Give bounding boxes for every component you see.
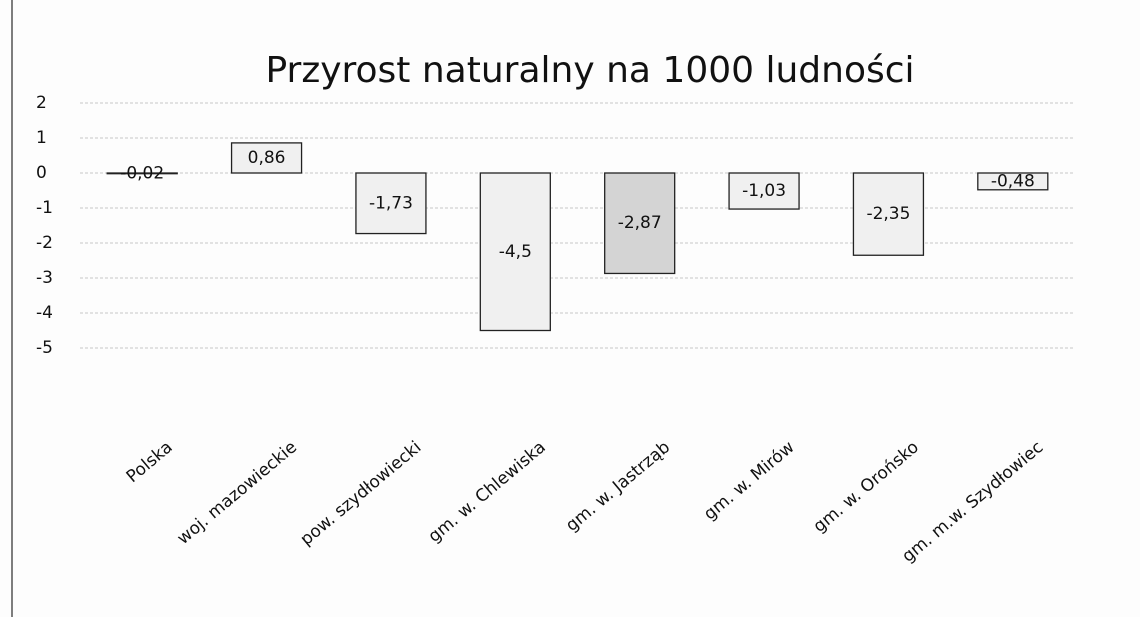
y-tick-label: -4 <box>36 303 53 323</box>
y-tick-label: 0 <box>36 163 47 183</box>
y-tick-label: -2 <box>36 233 53 253</box>
value-label: -1,73 <box>369 193 413 213</box>
value-label: -0,48 <box>991 171 1035 191</box>
y-tick-label: -1 <box>36 198 53 218</box>
bar <box>355 172 427 235</box>
value-label: -2,35 <box>866 204 910 224</box>
y-tick-label: 2 <box>36 93 47 113</box>
chart-title: Przyrost naturalny na 1000 ludności <box>265 50 914 91</box>
bar <box>728 172 800 210</box>
value-label: -1,03 <box>742 181 786 201</box>
y-tick-label: -3 <box>36 268 53 288</box>
bar <box>977 172 1049 191</box>
bar <box>852 172 925 256</box>
value-label: -2,87 <box>618 213 662 233</box>
value-label: -0,02 <box>120 163 164 183</box>
y-tick-label: -5 <box>36 338 53 358</box>
value-label: 0,86 <box>248 148 286 168</box>
value-label: -4,5 <box>499 242 532 262</box>
bar <box>604 172 676 275</box>
y-tick-label: 1 <box>36 128 47 148</box>
bar <box>479 172 551 332</box>
bar <box>106 172 178 175</box>
bar <box>230 142 303 174</box>
